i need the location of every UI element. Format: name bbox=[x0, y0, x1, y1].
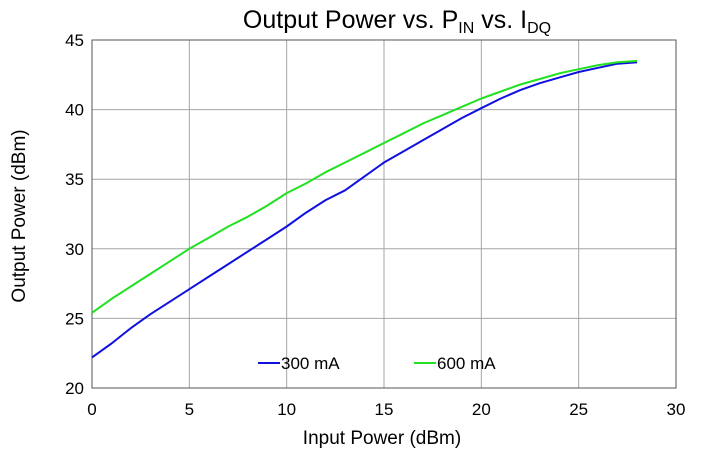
grid bbox=[91, 39, 677, 389]
x-tick-label: 5 bbox=[185, 400, 194, 419]
chart-title-prefix: Output Power vs. P bbox=[243, 6, 458, 34]
x-tick-label: 25 bbox=[569, 400, 588, 419]
x-tick-label: 0 bbox=[87, 400, 96, 419]
series-lines bbox=[91, 59, 638, 359]
y-tick-label: 20 bbox=[65, 379, 84, 398]
y-axis-title: Output Power (dBm) bbox=[9, 129, 30, 302]
x-tick-label: 15 bbox=[375, 400, 394, 419]
x-tick-label: 30 bbox=[667, 400, 686, 419]
series-line-600-ma bbox=[91, 59, 638, 314]
tick-labels: 0 5 10 15 20 25 30 20 25 30 35 40 45 bbox=[65, 31, 685, 419]
x-tick-label: 20 bbox=[472, 400, 491, 419]
y-tick-label: 45 bbox=[65, 31, 84, 50]
x-tick-label: 10 bbox=[277, 400, 296, 419]
y-tick-label: 40 bbox=[65, 101, 84, 120]
chart-title-sub-in: IN bbox=[458, 20, 474, 37]
series-line-300-ma bbox=[91, 61, 638, 359]
legend: 300 mA 600 mA bbox=[258, 354, 496, 373]
y-tick-label: 25 bbox=[65, 309, 84, 328]
legend-label: 300 mA bbox=[281, 354, 340, 373]
chart-title: Output Power vs. PIN vs. IDQ bbox=[243, 6, 551, 37]
x-axis-title: Input Power (dBm) bbox=[303, 428, 461, 449]
chart-title-middle: vs. I bbox=[474, 6, 527, 34]
y-tick-label: 35 bbox=[65, 170, 84, 189]
plot-area-frame bbox=[91, 39, 677, 389]
y-tick-label: 30 bbox=[65, 240, 84, 259]
legend-label: 600 mA bbox=[437, 354, 496, 373]
chart-title-sub-dq: DQ bbox=[527, 20, 551, 37]
